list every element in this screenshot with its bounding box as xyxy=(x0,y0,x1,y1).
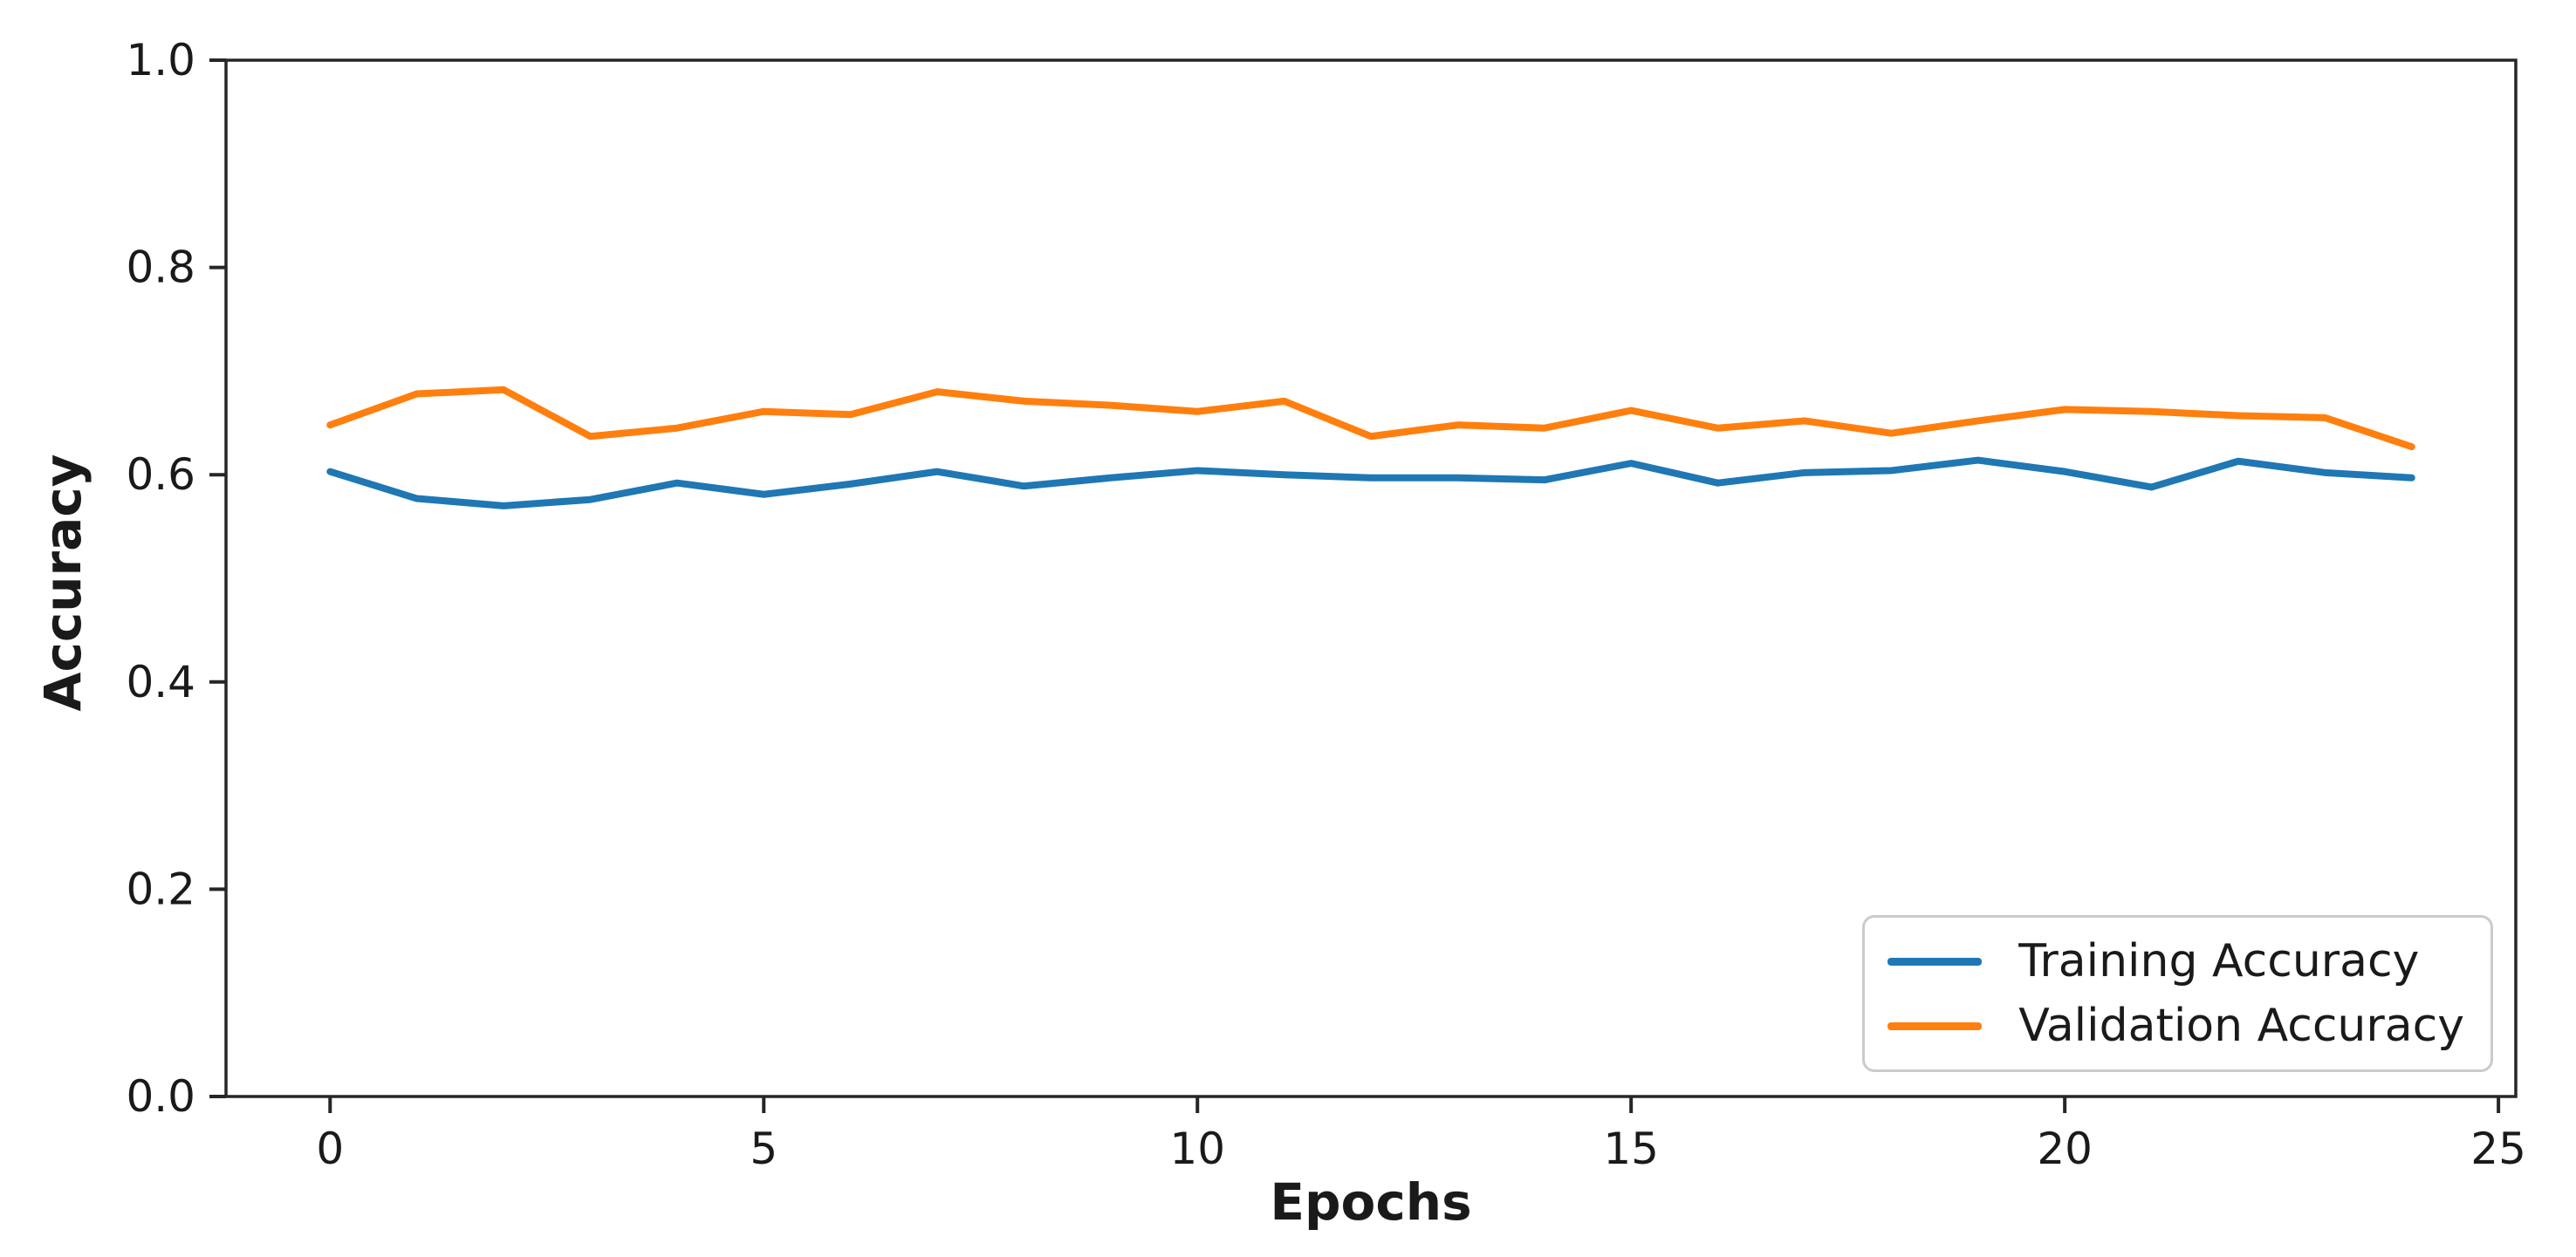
x-tick-label: 0 xyxy=(316,1124,344,1174)
legend-item-validation: Validation Accuracy xyxy=(1887,1000,2464,1052)
x-tick-label: 15 xyxy=(1603,1124,1659,1174)
y-tick-label: 0.6 xyxy=(126,449,195,500)
y-tick-label: 0.0 xyxy=(126,1071,195,1122)
validation-line-swatch xyxy=(1887,1021,1983,1030)
x-tick-label: 20 xyxy=(2037,1124,2093,1174)
legend-label-validation: Validation Accuracy xyxy=(2018,1000,2464,1052)
training-accuracy-line xyxy=(326,456,2415,509)
x-tick-label: 5 xyxy=(750,1124,778,1174)
legend-label-training: Training Accuracy xyxy=(2018,935,2420,987)
y-tick-label: 0.4 xyxy=(126,657,195,707)
y-tick-label: 0.2 xyxy=(126,864,195,914)
y-tick-label: 1.0 xyxy=(126,35,195,85)
validation-accuracy-line xyxy=(326,386,2415,451)
x-tick-label: 10 xyxy=(1169,1124,1225,1174)
x-tick-label: 25 xyxy=(2470,1124,2526,1174)
y-tick-label: 0.8 xyxy=(126,243,195,293)
legend-item-training: Training Accuracy xyxy=(1887,935,2464,987)
training-line-swatch xyxy=(1887,957,1983,966)
x-axis-label: Epochs xyxy=(1270,1172,1472,1232)
legend: Training Accuracy Validation Accuracy xyxy=(1862,915,2493,1072)
y-axis-label: Accuracy xyxy=(33,454,92,712)
plot-border xyxy=(224,58,2518,1098)
